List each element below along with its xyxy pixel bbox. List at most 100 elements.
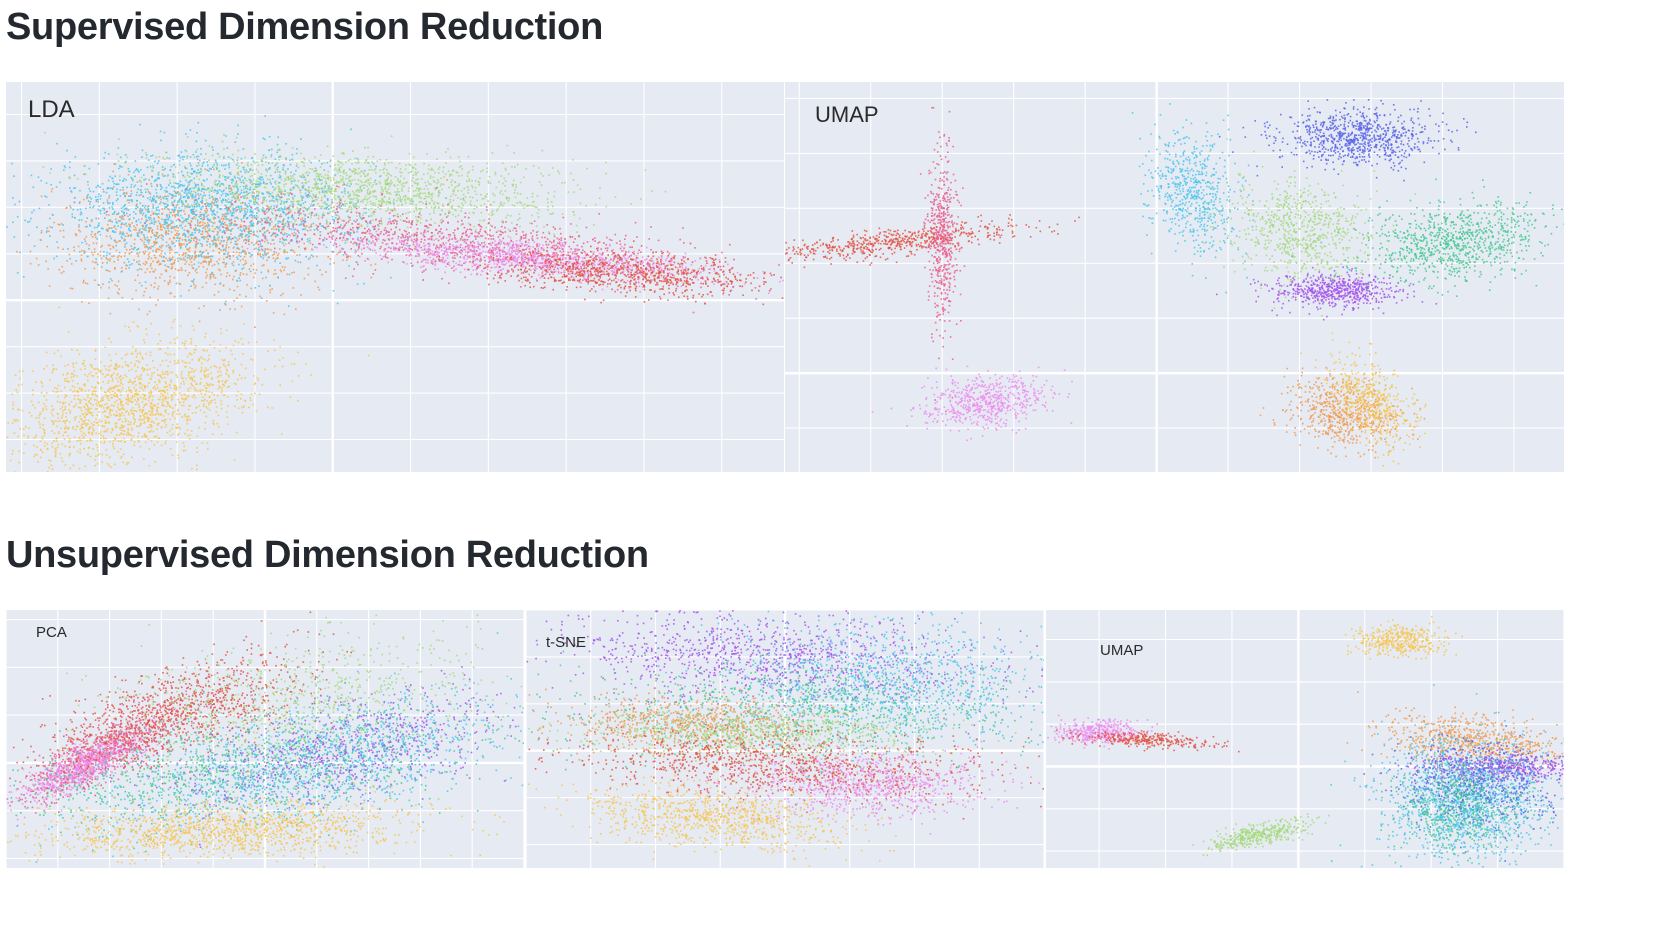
scatter-point [143,174,145,176]
scatter-point [145,353,147,355]
scatter-point [388,173,391,176]
scatter-point [265,254,267,256]
scatter-point [85,423,88,425]
scatter-point [284,222,287,225]
scatter-point [65,425,67,428]
scatter-point [191,368,193,370]
scatter-point [198,239,201,241]
scatter-point [76,383,79,385]
scatter-point [115,410,118,413]
scatter-point [128,260,130,263]
scatter-point [181,416,183,418]
scatter-point [99,434,102,436]
scatter-point [131,178,133,180]
scatter-point [143,235,146,238]
scatter-point [143,369,146,371]
scatter-point [43,368,45,370]
scatter-point [74,156,77,158]
scatter-point [262,196,265,199]
scatter-point [198,426,200,429]
scatter-point [161,419,163,422]
scatter-point [386,223,389,226]
scatter-point [291,216,294,219]
scatter-point [344,189,346,192]
scatter-point [155,277,157,279]
scatter-point [128,413,130,416]
scatter-point [355,202,357,205]
scatter-point [199,390,202,393]
scatter-point [103,365,106,367]
scatter-point [141,218,143,220]
scatter-point [316,255,318,258]
scatter-point [194,198,197,201]
scatter-point [234,243,236,245]
scatter-point [389,201,391,203]
scatter-point [204,398,206,401]
scatter-point [48,285,51,287]
scatter-point [262,227,264,229]
scatter-point [233,175,236,178]
scatter-point [199,217,202,220]
scatter-point [499,203,502,205]
scatter-point [126,353,129,355]
scatter-point [142,358,144,360]
scatter-point [139,417,142,420]
scatter-point [317,217,320,220]
scatter-point [128,229,131,231]
scatter-point [359,186,361,189]
scatter-point [61,265,63,268]
scatter-point [227,213,230,215]
scatter-point [245,234,247,237]
scatter-point [112,203,114,205]
scatter-point [159,130,162,133]
scatter-point [148,246,150,249]
scatter-point [311,248,314,251]
scatter-point [299,191,302,194]
scatter-point [273,207,275,210]
scatter-point [95,200,98,203]
scatter-point [271,199,273,202]
scatter-point [109,440,111,443]
scatter-point [146,236,149,239]
scatter-point [120,413,122,416]
scatter-point [147,420,149,422]
scatter-point [106,201,109,203]
scatter-point [253,230,255,233]
scatter-point [109,202,111,204]
scatter-point [209,243,211,245]
scatter-point [212,242,215,244]
scatter-point [470,204,473,207]
scatter-point [450,184,453,186]
scatter-point [166,373,169,376]
scatter-point [130,391,133,394]
scatter-point [127,215,129,217]
scatter-point [347,256,349,259]
scatter-point [98,421,100,424]
scatter-point [64,428,66,430]
scatter-point [573,214,576,216]
scatter-point [136,325,139,327]
scatter-point [223,364,225,366]
scatter-point [188,205,191,208]
scatter-point [125,264,127,267]
scatter-point [127,365,130,368]
scatter-point [261,210,264,212]
scatter-point [111,428,114,431]
scatter-point [228,219,230,221]
scatter-point [100,195,102,197]
scatter-point [164,381,167,383]
scatter-point [79,428,82,430]
scatter-point [308,191,311,194]
scatter-point [342,195,345,198]
scatter-point [60,390,63,393]
scatter-point [271,228,273,230]
scatter-point [127,167,130,170]
scatter-point [194,185,197,187]
scatter-point [112,443,114,445]
scatter-point [95,455,97,457]
scatter-point [182,377,184,380]
scatter-point [258,240,260,242]
scatter-point [117,198,119,200]
scatter-point [425,200,428,203]
scatter-point [318,192,321,194]
